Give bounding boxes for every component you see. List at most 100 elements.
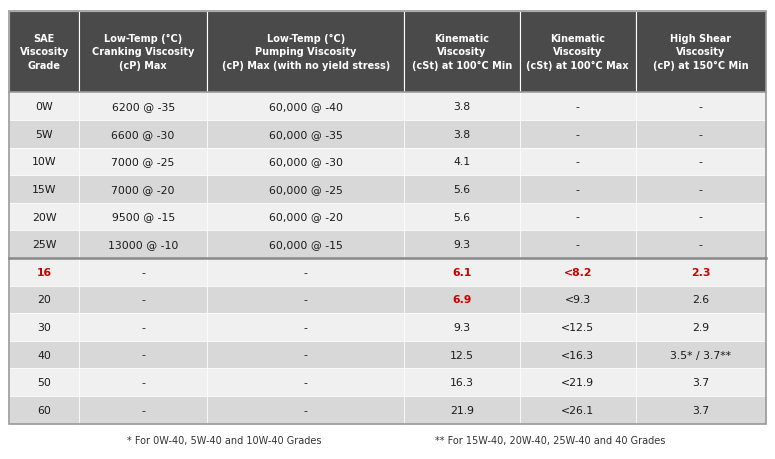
Bar (208, 93, 404, 121)
Bar (208, 121, 404, 148)
Bar (9, 121, 79, 148)
Text: <21.9: <21.9 (561, 377, 594, 387)
Text: 16: 16 (36, 267, 52, 277)
Text: -: - (304, 377, 308, 387)
Bar (520, 258, 635, 286)
Bar (636, 176, 766, 203)
Text: 5W: 5W (36, 129, 53, 140)
Bar (520, 231, 635, 258)
Bar (520, 121, 635, 148)
Text: -: - (576, 185, 580, 195)
Bar (9, 286, 79, 313)
Text: -: - (141, 295, 145, 305)
Bar (79, 203, 208, 231)
Bar (404, 258, 520, 286)
Text: SAE
Viscosity
Grade: SAE Viscosity Grade (19, 34, 69, 71)
Bar (404, 11, 520, 93)
Text: 20: 20 (37, 295, 51, 305)
Text: Kinematic
Viscosity
(cSt) at 100°C Min: Kinematic Viscosity (cSt) at 100°C Min (412, 34, 512, 71)
Text: 60,000 @ -20: 60,000 @ -20 (269, 212, 343, 222)
Text: -: - (304, 295, 308, 305)
Text: 13000 @ -10: 13000 @ -10 (108, 240, 178, 250)
Text: 3.8: 3.8 (453, 129, 470, 140)
Bar (9, 11, 766, 424)
Text: 4.1: 4.1 (453, 157, 470, 167)
Text: 21.9: 21.9 (450, 405, 474, 415)
Bar (9, 148, 79, 176)
Text: 60,000 @ -15: 60,000 @ -15 (269, 240, 343, 250)
Bar (636, 93, 766, 121)
Text: 2.3: 2.3 (691, 267, 711, 277)
Bar (79, 313, 208, 341)
Bar (79, 11, 208, 93)
Bar (520, 341, 635, 369)
Bar (636, 313, 766, 341)
Bar (208, 396, 404, 424)
Text: -: - (576, 240, 580, 250)
Text: 6.1: 6.1 (453, 267, 472, 277)
Bar (79, 341, 208, 369)
Bar (79, 396, 208, 424)
Bar (636, 369, 766, 396)
Text: <12.5: <12.5 (561, 322, 594, 332)
Text: -: - (576, 102, 580, 112)
Text: 6.9: 6.9 (453, 295, 472, 305)
Bar (404, 93, 520, 121)
Text: 3.7: 3.7 (692, 377, 709, 387)
Text: -: - (304, 350, 308, 360)
Bar (79, 148, 208, 176)
Bar (208, 148, 404, 176)
Text: -: - (699, 129, 703, 140)
Bar (404, 286, 520, 313)
Bar (208, 11, 404, 93)
Text: ** For 15W-40, 20W-40, 25W-40 and 40 Grades: ** For 15W-40, 20W-40, 25W-40 and 40 Gra… (435, 435, 666, 445)
Bar (404, 121, 520, 148)
Text: <8.2: <8.2 (563, 267, 592, 277)
Bar (636, 396, 766, 424)
Text: -: - (304, 267, 308, 277)
Bar (520, 176, 635, 203)
Bar (404, 369, 520, 396)
Text: 10W: 10W (32, 157, 57, 167)
Text: 25W: 25W (32, 240, 57, 250)
Text: 12.5: 12.5 (450, 350, 474, 360)
Bar (520, 203, 635, 231)
Text: 3.8: 3.8 (453, 102, 470, 112)
Text: 50: 50 (37, 377, 51, 387)
Text: -: - (576, 212, 580, 222)
Bar (636, 148, 766, 176)
Bar (79, 369, 208, 396)
Text: 7000 @ -25: 7000 @ -25 (112, 157, 175, 167)
Bar (208, 203, 404, 231)
Text: 5.6: 5.6 (453, 185, 470, 195)
Text: 60,000 @ -35: 60,000 @ -35 (269, 129, 343, 140)
Bar (208, 286, 404, 313)
Bar (79, 231, 208, 258)
Text: -: - (699, 157, 703, 167)
Text: 2.9: 2.9 (692, 322, 709, 332)
Text: <16.3: <16.3 (561, 350, 594, 360)
Bar (208, 231, 404, 258)
Text: Low-Temp (°C)
Cranking Viscosity
(cP) Max: Low-Temp (°C) Cranking Viscosity (cP) Ma… (92, 34, 195, 71)
Bar (636, 231, 766, 258)
Text: 5.6: 5.6 (453, 212, 470, 222)
Text: -: - (304, 405, 308, 415)
Bar (79, 93, 208, 121)
Bar (520, 369, 635, 396)
Bar (79, 258, 208, 286)
Text: -: - (141, 322, 145, 332)
Text: 30: 30 (37, 322, 51, 332)
Text: -: - (699, 185, 703, 195)
Bar (520, 11, 635, 93)
Text: 60: 60 (37, 405, 51, 415)
Text: <9.3: <9.3 (565, 295, 591, 305)
Text: 2.6: 2.6 (692, 295, 709, 305)
Text: -: - (141, 350, 145, 360)
Bar (404, 231, 520, 258)
Bar (9, 369, 79, 396)
Bar (404, 203, 520, 231)
Text: 6200 @ -35: 6200 @ -35 (112, 102, 175, 112)
Bar (79, 176, 208, 203)
Bar (636, 11, 766, 93)
Bar (9, 93, 79, 121)
